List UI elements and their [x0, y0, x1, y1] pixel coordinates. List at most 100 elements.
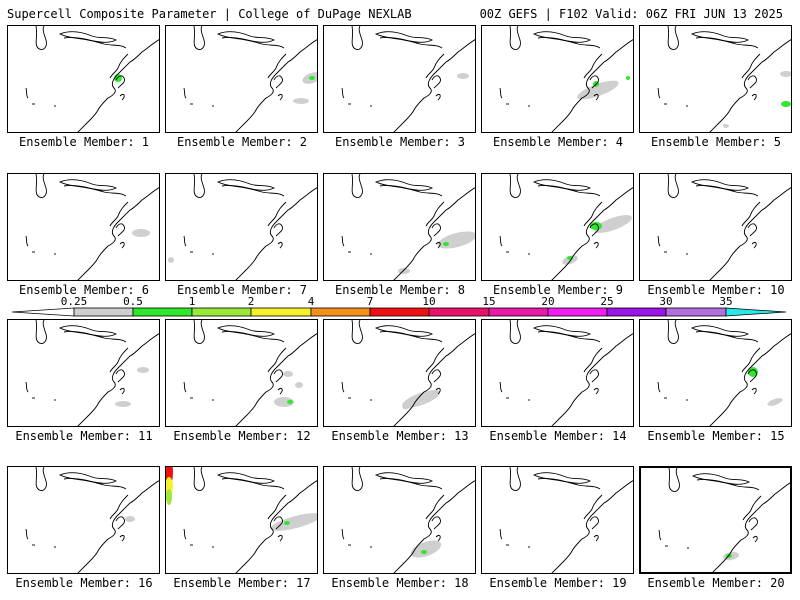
ensemble-member-map[interactable]	[165, 466, 318, 574]
colorbar-tick-label: 1	[188, 295, 196, 308]
colorbar-bin	[665, 307, 727, 317]
coastline	[431, 223, 441, 237]
colorbar-under-arrow	[12, 307, 75, 317]
coastline	[183, 528, 187, 540]
coastline	[499, 381, 503, 393]
map-canvas	[341, 26, 475, 132]
colorbar-bin	[369, 307, 430, 317]
coastline	[690, 325, 750, 337]
coastline	[499, 87, 503, 99]
coastline	[109, 494, 129, 520]
scp-contour-area	[132, 229, 150, 237]
colorbar-bin	[428, 307, 490, 317]
coastline	[379, 331, 443, 343]
ensemble-member-map[interactable]	[639, 319, 792, 427]
valid-time-label: 00Z GEFS | F102 Valid: 06Z FRI JUN 13 20…	[479, 7, 783, 21]
coastline	[235, 333, 317, 426]
coastline	[583, 201, 603, 227]
coastline	[216, 31, 276, 43]
scp-contour-area	[781, 101, 791, 107]
colorbar-bin	[132, 307, 193, 317]
scp-contour-area	[398, 268, 410, 274]
coastline	[551, 187, 633, 280]
coastline	[351, 320, 363, 345]
ensemble-member-map[interactable]	[165, 25, 318, 133]
ensemble-member-map[interactable]	[481, 466, 634, 574]
coastline	[379, 185, 443, 197]
coastline	[115, 369, 125, 383]
map-canvas	[341, 320, 475, 426]
coastline	[667, 320, 679, 345]
coastline	[435, 387, 441, 395]
ensemble-member-map[interactable]	[7, 25, 160, 133]
coastline	[277, 241, 283, 249]
ensemble-member-map[interactable]	[323, 319, 476, 427]
coastline	[690, 31, 750, 43]
coastline	[341, 381, 345, 393]
ensemble-member-map[interactable]	[323, 173, 476, 281]
colorbar-bin	[488, 307, 549, 317]
coastline	[741, 347, 761, 373]
coastline	[742, 495, 762, 521]
map-canvas	[166, 467, 317, 573]
coastline	[374, 472, 434, 484]
ensemble-member-map[interactable]	[639, 25, 792, 133]
coastline	[532, 179, 592, 191]
ensemble-member-map[interactable]	[323, 466, 476, 574]
coastline	[267, 53, 287, 79]
ensemble-member-map[interactable]	[7, 466, 160, 574]
coastline	[235, 187, 317, 280]
coastline	[267, 201, 287, 227]
ensemble-member-map[interactable]	[481, 319, 634, 427]
coastline	[109, 201, 129, 227]
coastline	[695, 37, 759, 49]
coastline	[115, 75, 125, 89]
coastline	[435, 534, 441, 542]
coastline	[593, 241, 599, 249]
coastline	[499, 528, 503, 540]
coastline	[431, 516, 441, 530]
coastline	[115, 223, 125, 237]
coastline	[589, 223, 599, 237]
coastline	[741, 53, 761, 79]
coastline	[589, 369, 599, 383]
member-caption: Ensemble Member: 2	[176, 135, 308, 149]
ensemble-member-map[interactable]	[639, 173, 792, 281]
coastline	[77, 333, 159, 426]
coastline	[341, 87, 345, 99]
coastline	[341, 235, 345, 247]
ensemble-member-map[interactable]	[323, 25, 476, 133]
ensemble-member-map[interactable]	[165, 173, 318, 281]
coastline	[532, 31, 592, 43]
scp-contour-area	[115, 401, 131, 407]
ensemble-member-map[interactable]	[165, 319, 318, 427]
ensemble-member-map[interactable]	[7, 319, 160, 427]
map-canvas	[499, 320, 633, 426]
colorbar-tick-label: 7	[366, 295, 374, 308]
member-caption: Ensemble Member: 1	[18, 135, 150, 149]
scp-contour-area	[457, 73, 469, 79]
ensemble-member-map[interactable]	[639, 466, 792, 574]
scp-contour-area	[421, 550, 427, 554]
ensemble-member-map[interactable]	[7, 173, 160, 281]
coastline	[752, 535, 758, 543]
ensemble-member-map[interactable]	[481, 25, 634, 133]
coastline	[267, 494, 287, 520]
coastline	[435, 93, 441, 101]
colorbar-tick-label: 10	[422, 295, 436, 308]
coastline	[709, 187, 791, 280]
map-canvas	[499, 467, 633, 573]
ensemble-member-map[interactable]	[481, 173, 634, 281]
member-caption: Ensemble Member: 12	[173, 429, 311, 443]
coastline	[667, 26, 679, 51]
coastline	[115, 516, 125, 530]
coastline	[63, 478, 127, 490]
coastline	[747, 369, 757, 383]
coastline	[431, 369, 441, 383]
coastline	[25, 235, 29, 247]
colorbar-bin	[606, 307, 667, 317]
coastline	[183, 381, 187, 393]
scp-contour-area	[410, 540, 442, 558]
coastline	[374, 325, 434, 337]
colorbar-bin	[547, 307, 608, 317]
